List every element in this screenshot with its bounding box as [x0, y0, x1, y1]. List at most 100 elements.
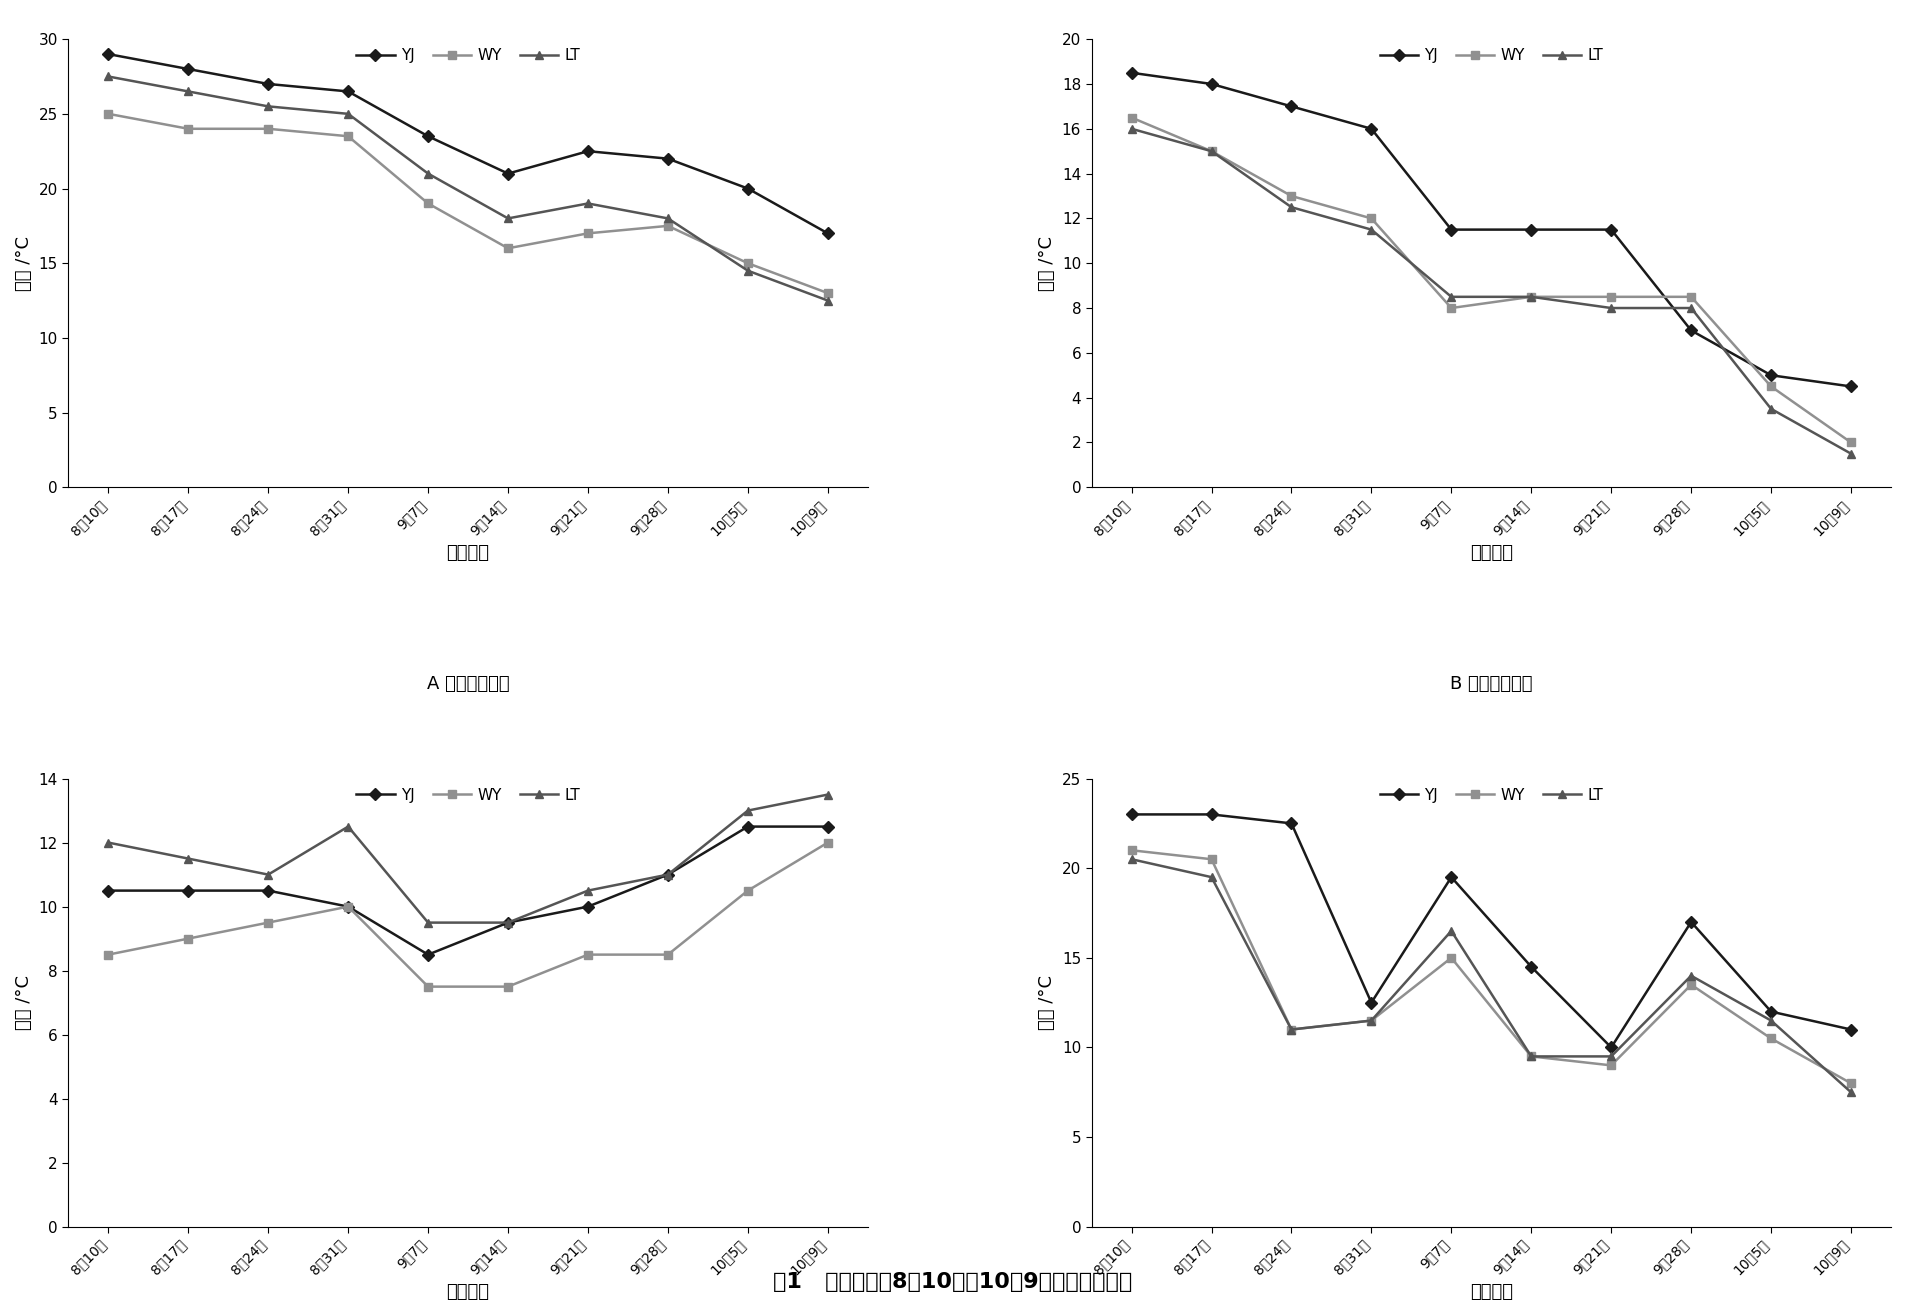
WY	[1280, 1022, 1303, 1037]
LT	[1838, 1084, 1861, 1100]
WY	[1200, 144, 1223, 159]
LT	[1678, 300, 1701, 316]
YJ	[1360, 121, 1383, 137]
YJ	[1120, 806, 1143, 822]
WY	[1360, 210, 1383, 226]
WY	[1518, 288, 1541, 304]
LT	[655, 867, 678, 882]
YJ	[655, 151, 678, 167]
LT	[1438, 923, 1461, 938]
WY	[337, 899, 360, 915]
YJ	[735, 180, 758, 196]
WY	[575, 947, 598, 963]
YJ	[1678, 322, 1701, 338]
YJ	[1838, 378, 1861, 394]
WY	[1598, 288, 1621, 304]
YJ	[1838, 1022, 1861, 1037]
LT	[1598, 300, 1621, 316]
YJ	[735, 818, 758, 834]
Y-axis label: 温度 /°C: 温度 /°C	[15, 975, 32, 1030]
WY	[417, 196, 440, 211]
LT	[1838, 446, 1861, 462]
WY	[177, 121, 200, 137]
WY	[97, 947, 120, 963]
YJ	[497, 166, 520, 181]
WY	[1120, 843, 1143, 859]
Line: YJ: YJ	[105, 50, 831, 238]
YJ	[655, 867, 678, 882]
WY	[257, 121, 280, 137]
WY	[1678, 977, 1701, 993]
Line: LT: LT	[1126, 855, 1854, 1096]
LT	[257, 867, 280, 882]
YJ	[1360, 994, 1383, 1010]
Line: YJ: YJ	[1126, 810, 1854, 1052]
YJ	[1758, 1004, 1781, 1019]
LT	[337, 106, 360, 121]
LT	[177, 851, 200, 867]
WY	[1758, 378, 1781, 394]
YJ	[1280, 816, 1303, 831]
Line: YJ: YJ	[105, 822, 831, 959]
YJ	[1438, 222, 1461, 238]
YJ	[97, 46, 120, 61]
YJ	[257, 76, 280, 91]
WY	[1438, 950, 1461, 966]
YJ	[337, 84, 360, 99]
WY	[1120, 110, 1143, 125]
YJ	[1518, 959, 1541, 975]
Line: WY: WY	[105, 838, 831, 990]
LT	[1200, 144, 1223, 159]
LT	[1758, 401, 1781, 416]
Y-axis label: 温度 /°C: 温度 /°C	[1038, 236, 1055, 291]
WY	[257, 915, 280, 930]
X-axis label: 采样日期: 采样日期	[1469, 1283, 1513, 1301]
Text: A 平均最高气温: A 平均最高气温	[427, 676, 509, 693]
YJ	[1120, 65, 1143, 81]
LT	[735, 803, 758, 818]
LT	[1678, 968, 1701, 984]
LT	[497, 915, 520, 930]
LT	[1758, 1013, 1781, 1028]
WY	[1678, 288, 1701, 304]
Line: LT: LT	[105, 791, 831, 927]
Line: WY: WY	[1126, 114, 1854, 446]
YJ	[1200, 76, 1223, 91]
WY	[655, 218, 678, 234]
YJ	[1678, 913, 1701, 929]
LT	[1120, 121, 1143, 137]
LT	[177, 84, 200, 99]
WY	[1598, 1057, 1621, 1073]
WY	[1200, 851, 1223, 867]
Legend: YJ, WY, LT: YJ, WY, LT	[1374, 42, 1608, 69]
YJ	[575, 899, 598, 915]
Line: LT: LT	[1126, 124, 1854, 458]
WY	[1280, 188, 1303, 204]
LT	[1200, 869, 1223, 885]
WY	[497, 240, 520, 256]
WY	[1438, 300, 1461, 316]
WY	[655, 947, 678, 963]
Y-axis label: 温度 /°C: 温度 /°C	[1038, 975, 1055, 1030]
WY	[1360, 1013, 1383, 1028]
YJ	[417, 947, 440, 963]
WY	[815, 286, 838, 301]
YJ	[177, 61, 200, 77]
LT	[1280, 1022, 1303, 1037]
WY	[417, 979, 440, 994]
Line: LT: LT	[105, 72, 831, 305]
Legend: YJ, WY, LT: YJ, WY, LT	[351, 42, 585, 69]
LT	[1518, 1049, 1541, 1065]
LT	[575, 196, 598, 211]
YJ	[575, 144, 598, 159]
YJ	[337, 899, 360, 915]
Y-axis label: 温度 /°C: 温度 /°C	[15, 236, 32, 291]
YJ	[417, 128, 440, 144]
YJ	[1598, 222, 1621, 238]
YJ	[1438, 869, 1461, 885]
YJ	[1518, 222, 1541, 238]
Text: 图1   不同种植区8月10日至10月9日气温变化趋势: 图1 不同种植区8月10日至10月9日气温变化趋势	[773, 1272, 1132, 1292]
LT	[97, 835, 120, 851]
Line: YJ: YJ	[1126, 69, 1854, 390]
WY	[497, 979, 520, 994]
